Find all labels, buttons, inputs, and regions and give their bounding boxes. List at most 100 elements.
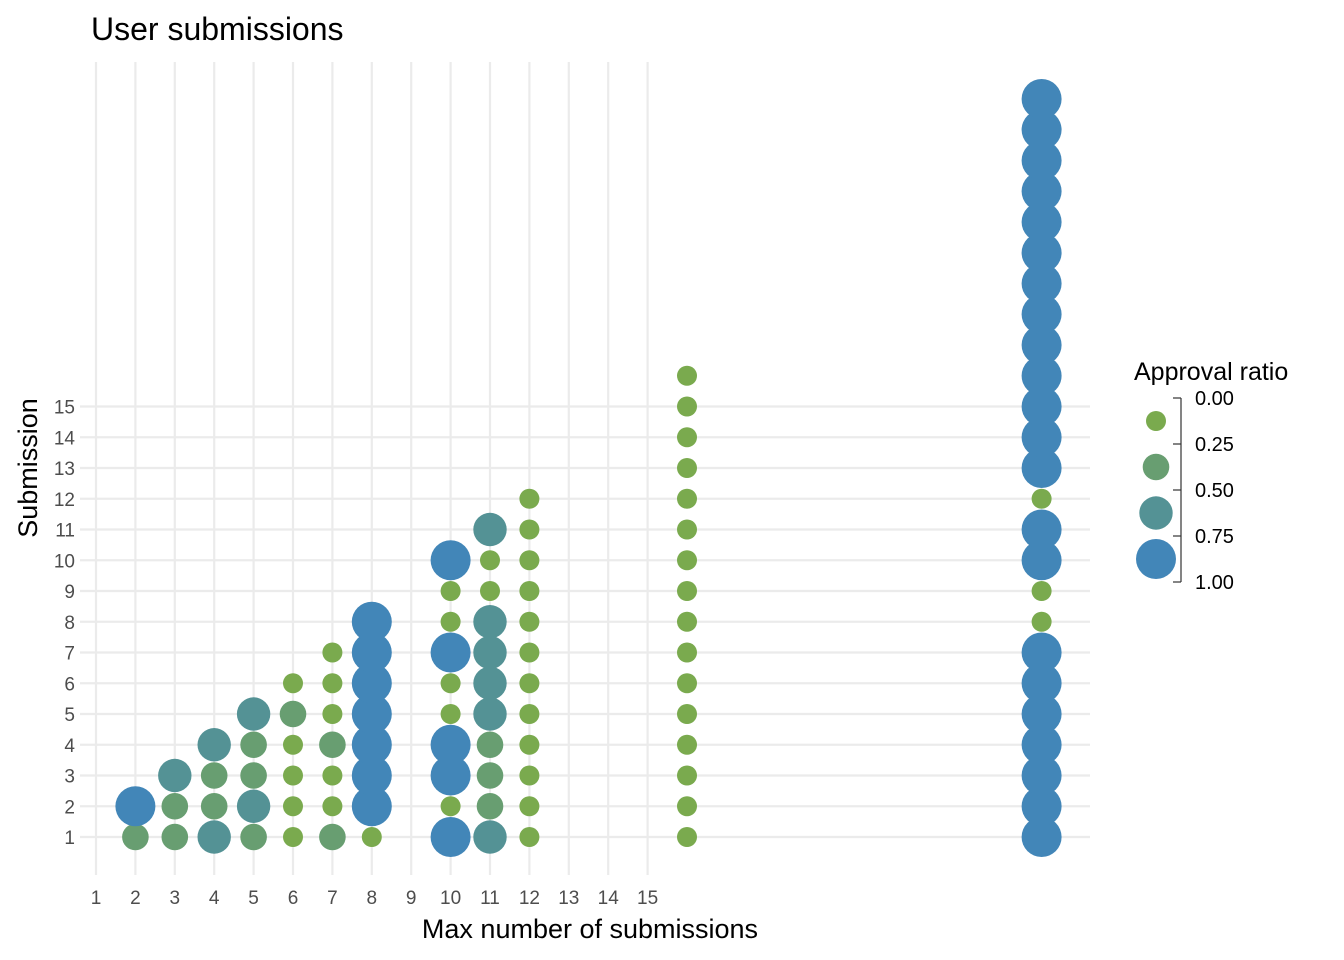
data-point xyxy=(1021,294,1062,335)
y-tick-label: 1 xyxy=(64,828,75,849)
data-point xyxy=(473,666,507,700)
x-tick-label: 14 xyxy=(598,888,620,909)
legend-label: 0.25 xyxy=(1195,434,1234,456)
data-point xyxy=(430,817,471,857)
data-point xyxy=(1021,786,1062,827)
x-tick-label: 7 xyxy=(327,888,338,909)
data-point xyxy=(283,796,303,817)
data-point xyxy=(1021,540,1062,581)
data-point xyxy=(473,605,507,639)
data-point xyxy=(1021,325,1062,365)
legend-keys xyxy=(1136,411,1176,579)
x-tick-label: 4 xyxy=(209,888,220,909)
x-axis-title: Max number of submissions xyxy=(422,914,758,944)
x-tick-label: 2 xyxy=(130,888,141,909)
legend-key xyxy=(1142,453,1170,481)
data-point xyxy=(236,697,271,731)
data-point xyxy=(677,827,697,847)
data-point xyxy=(440,673,461,694)
data-point xyxy=(236,789,271,823)
data-point xyxy=(1021,694,1062,734)
data-point xyxy=(1031,611,1052,632)
data-point xyxy=(677,765,697,786)
y-tick-label: 10 xyxy=(54,551,75,572)
y-tick-label: 5 xyxy=(64,705,75,726)
legend-label: 0.00 xyxy=(1195,388,1234,410)
legend-label: 1.00 xyxy=(1195,572,1234,594)
data-point xyxy=(322,673,343,694)
x-tick-label: 15 xyxy=(637,888,658,909)
data-point xyxy=(122,823,149,851)
legend: Approval ratio 0.00 0.25 0.50 0.75 1.00 xyxy=(1134,358,1288,594)
y-tick-label: 12 xyxy=(54,490,75,511)
data-point xyxy=(519,581,540,601)
legend-title: Approval ratio xyxy=(1134,358,1288,386)
data-point xyxy=(677,642,697,663)
x-tick-label: 5 xyxy=(248,888,259,909)
data-point xyxy=(322,765,343,786)
y-tick-label: 2 xyxy=(64,797,75,818)
data-point xyxy=(1021,140,1062,181)
data-point xyxy=(519,765,540,786)
data-point xyxy=(1021,109,1062,150)
y-tick-label: 8 xyxy=(64,613,75,634)
data-point xyxy=(677,396,697,417)
y-tick-label: 7 xyxy=(64,644,75,665)
data-point xyxy=(519,827,540,847)
x-tick-label: 3 xyxy=(170,888,181,909)
data-point xyxy=(322,704,343,724)
data-point xyxy=(473,635,507,670)
data-point xyxy=(351,724,392,765)
data-point xyxy=(322,642,343,663)
data-point xyxy=(440,796,461,817)
data-point xyxy=(476,762,504,789)
data-point xyxy=(158,758,192,793)
data-point xyxy=(480,581,500,601)
data-point xyxy=(1021,509,1062,550)
data-point xyxy=(1021,386,1062,427)
y-tick-label: 14 xyxy=(54,428,76,449)
data-point xyxy=(519,642,540,663)
data-point xyxy=(1021,632,1062,673)
data-point xyxy=(161,792,189,820)
x-tick-label: 9 xyxy=(406,888,417,909)
y-tick-label: 9 xyxy=(64,582,75,603)
x-tick-label: 8 xyxy=(367,888,378,909)
data-point xyxy=(677,734,697,755)
data-point xyxy=(1031,488,1052,509)
data-point xyxy=(283,734,303,755)
data-point xyxy=(440,704,461,724)
data-point xyxy=(351,601,392,642)
legend-label: 0.75 xyxy=(1195,526,1234,548)
data-point xyxy=(677,796,697,817)
data-point xyxy=(519,796,540,817)
data-point xyxy=(283,673,303,694)
data-point xyxy=(1021,724,1062,765)
data-point xyxy=(677,427,697,448)
data-point xyxy=(279,700,307,728)
data-point xyxy=(1021,755,1062,796)
data-point xyxy=(1021,817,1062,857)
y-tick-label: 11 xyxy=(55,521,75,542)
data-point xyxy=(440,611,461,632)
data-point xyxy=(351,663,392,704)
data-point xyxy=(1021,663,1062,704)
data-point xyxy=(200,762,228,789)
data-point xyxy=(115,786,156,827)
data-point xyxy=(430,724,471,765)
data-point xyxy=(200,792,228,820)
legend-labels: 0.00 0.25 0.50 0.75 1.00 xyxy=(1173,388,1234,594)
data-point xyxy=(240,762,267,789)
data-point xyxy=(319,731,346,759)
x-tick-label: 12 xyxy=(519,888,540,909)
data-point xyxy=(519,673,540,694)
data-point xyxy=(677,704,697,724)
data-point xyxy=(1021,417,1062,458)
data-point xyxy=(519,734,540,755)
legend-key xyxy=(1136,539,1176,579)
data-point xyxy=(677,458,697,478)
legend-key xyxy=(1139,496,1173,530)
data-point xyxy=(430,540,471,581)
data-point xyxy=(519,519,540,540)
data-point xyxy=(1021,202,1062,242)
